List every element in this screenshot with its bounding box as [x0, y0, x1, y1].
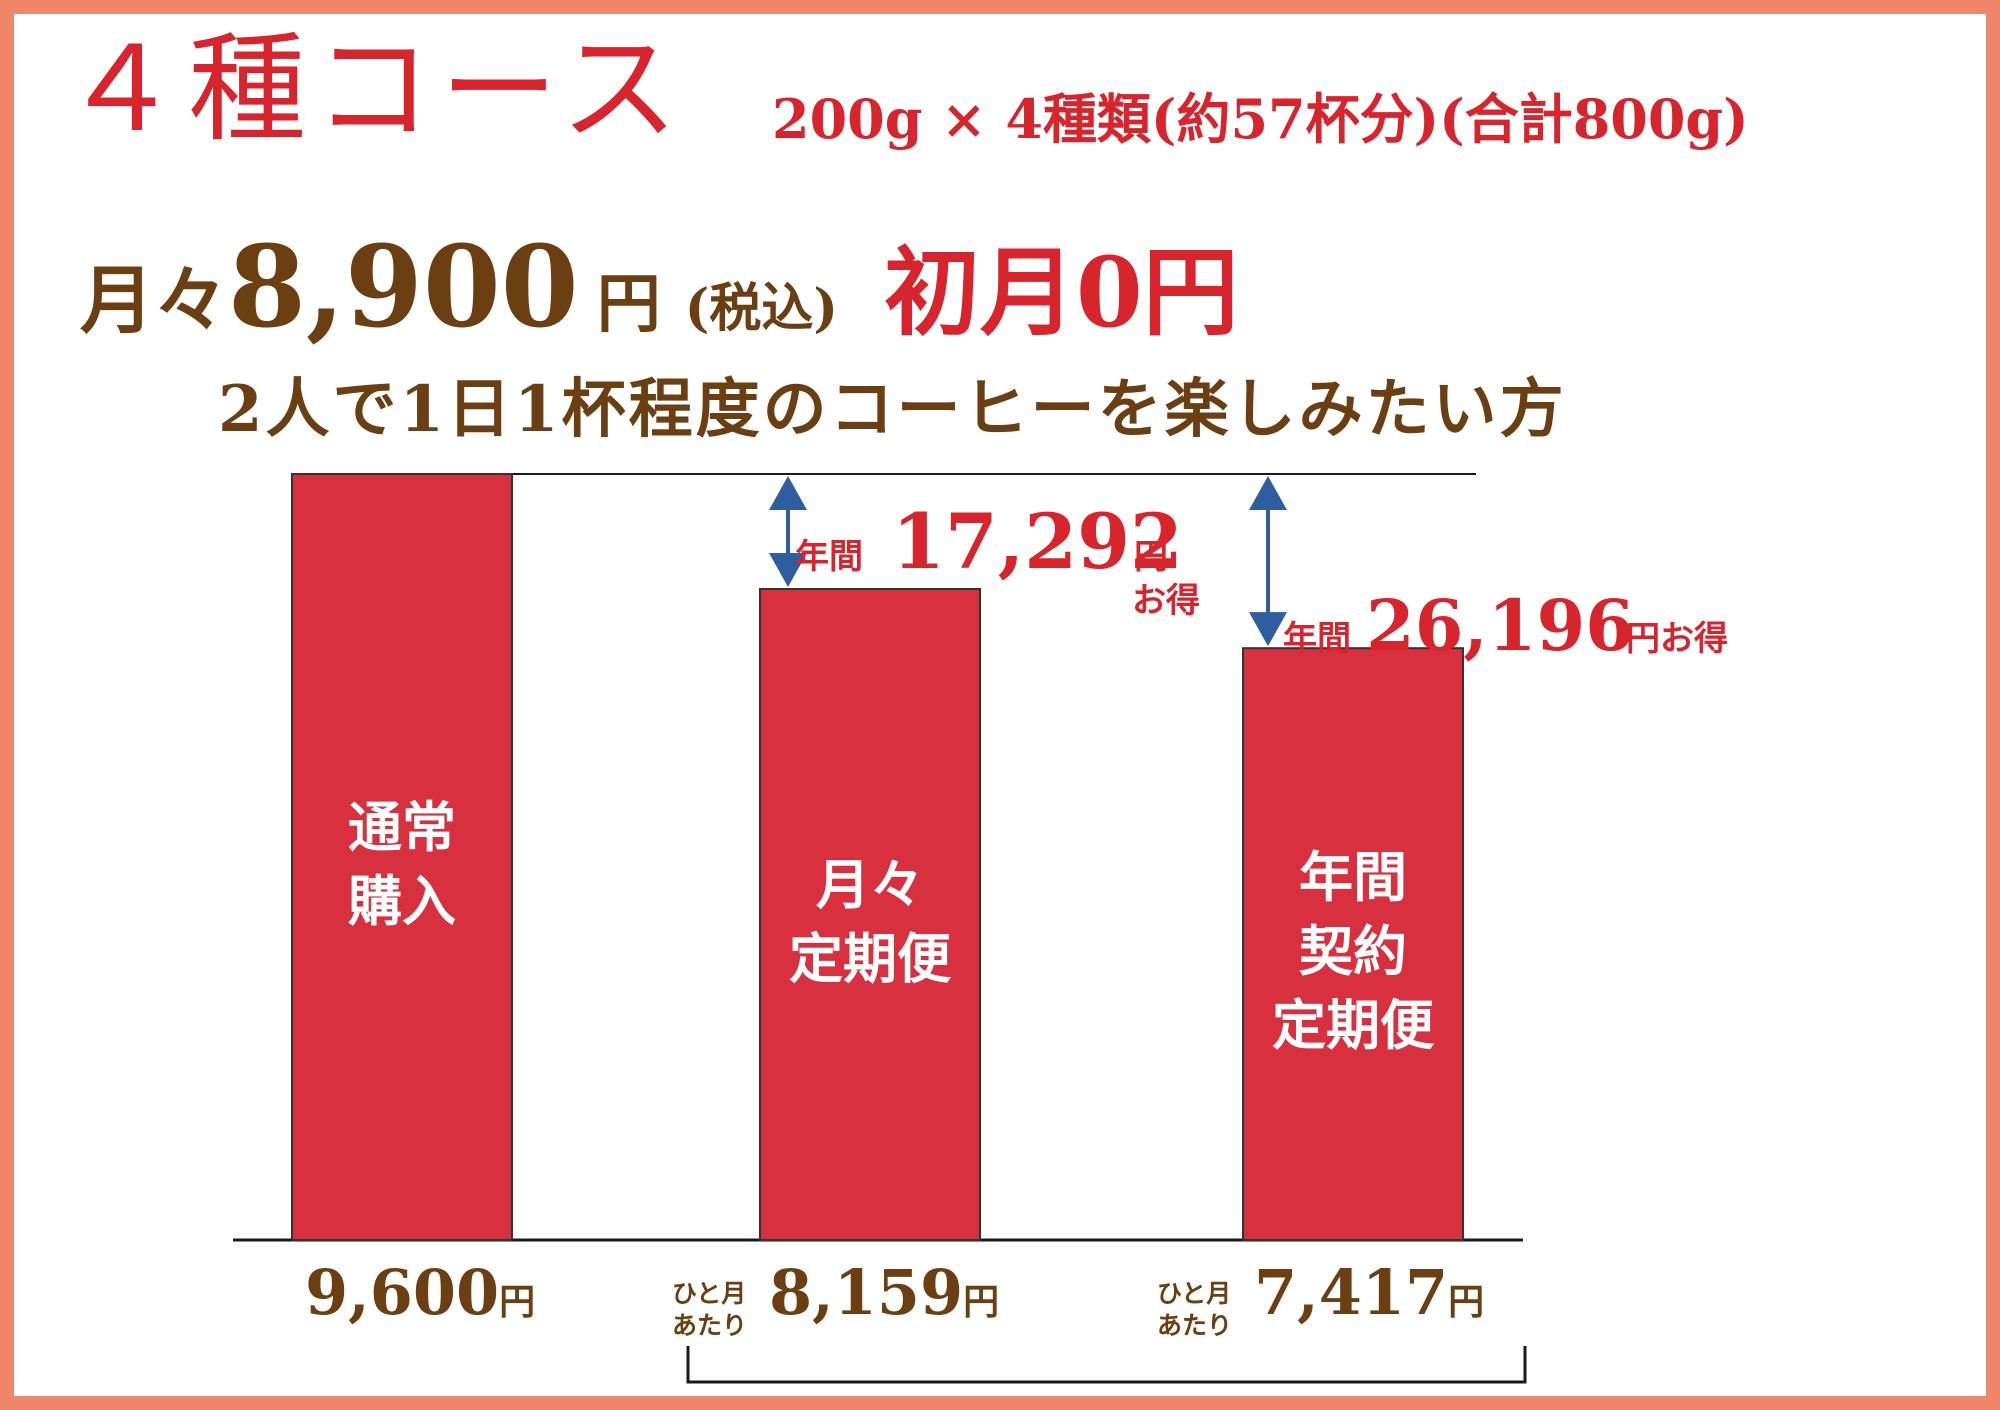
- value-unit: 円: [1448, 1281, 1485, 1323]
- arrow-head-up: [1249, 476, 1287, 510]
- savings-1-unit: 円: [1134, 537, 1168, 577]
- bar-label: 月々: [816, 852, 924, 916]
- monthly-unit: 円: [596, 267, 661, 342]
- savings-1-suffix: お得: [1132, 581, 1200, 621]
- value-amount: 9,600: [305, 1256, 500, 1329]
- value-unit: 円: [499, 1281, 536, 1323]
- bar-1: [291, 473, 513, 1241]
- savings-1-prefix: 年間: [795, 537, 863, 577]
- first-month-free: 初月0円: [883, 236, 1239, 349]
- per-month-note: ひと月 あたり: [672, 1279, 748, 1340]
- savings-2-suffix: 円お得: [1626, 619, 1728, 659]
- value-amount: 8,159: [769, 1256, 964, 1329]
- savings-2-prefix: 年間: [1283, 619, 1351, 659]
- bar-label: 契約: [1299, 919, 1407, 983]
- monthly-prefix: 月々: [80, 258, 228, 344]
- bar-value-label: 9,600円: [305, 1262, 535, 1324]
- course-spec: 200g × 4種類(約57杯分)(合計800g): [772, 87, 1749, 151]
- bar-label: 年間: [1299, 845, 1407, 909]
- per-month-note: ひと月 あたり: [1157, 1279, 1233, 1340]
- price-row: 月々8,900 円 (税込) 初月0円: [80, 232, 1239, 344]
- bar-value-label: ひと月 あたり 7,417円: [1157, 1262, 1484, 1341]
- bar-value-label: ひと月 あたり 8,159円: [672, 1262, 999, 1341]
- arrow-head-down: [1249, 612, 1287, 647]
- course-title: ４種コース: [62, 20, 687, 158]
- target-audience: 2人で1日1杯程度のコーヒーを楽しみたい方: [218, 372, 1567, 447]
- bar-label: 定期便: [1272, 993, 1435, 1057]
- bar-label: 定期便: [789, 926, 952, 990]
- bar-2: [759, 587, 981, 1241]
- subscription-bracket: [686, 1346, 1527, 1384]
- bar-label: 購入: [348, 869, 456, 933]
- tax-note: (税込): [684, 278, 838, 339]
- bar-3: [1242, 647, 1464, 1241]
- monthly-price: 8,900: [228, 222, 579, 353]
- savings-2-amount: 26,196: [1366, 584, 1634, 667]
- value-amount: 7,417: [1254, 1256, 1449, 1329]
- value-unit: 円: [963, 1281, 1000, 1323]
- arrow-head-down: [769, 552, 807, 587]
- savings-1-amount: 17,292: [892, 497, 1183, 586]
- bar-label: 通常: [348, 795, 456, 859]
- arrow-head-up: [769, 476, 807, 510]
